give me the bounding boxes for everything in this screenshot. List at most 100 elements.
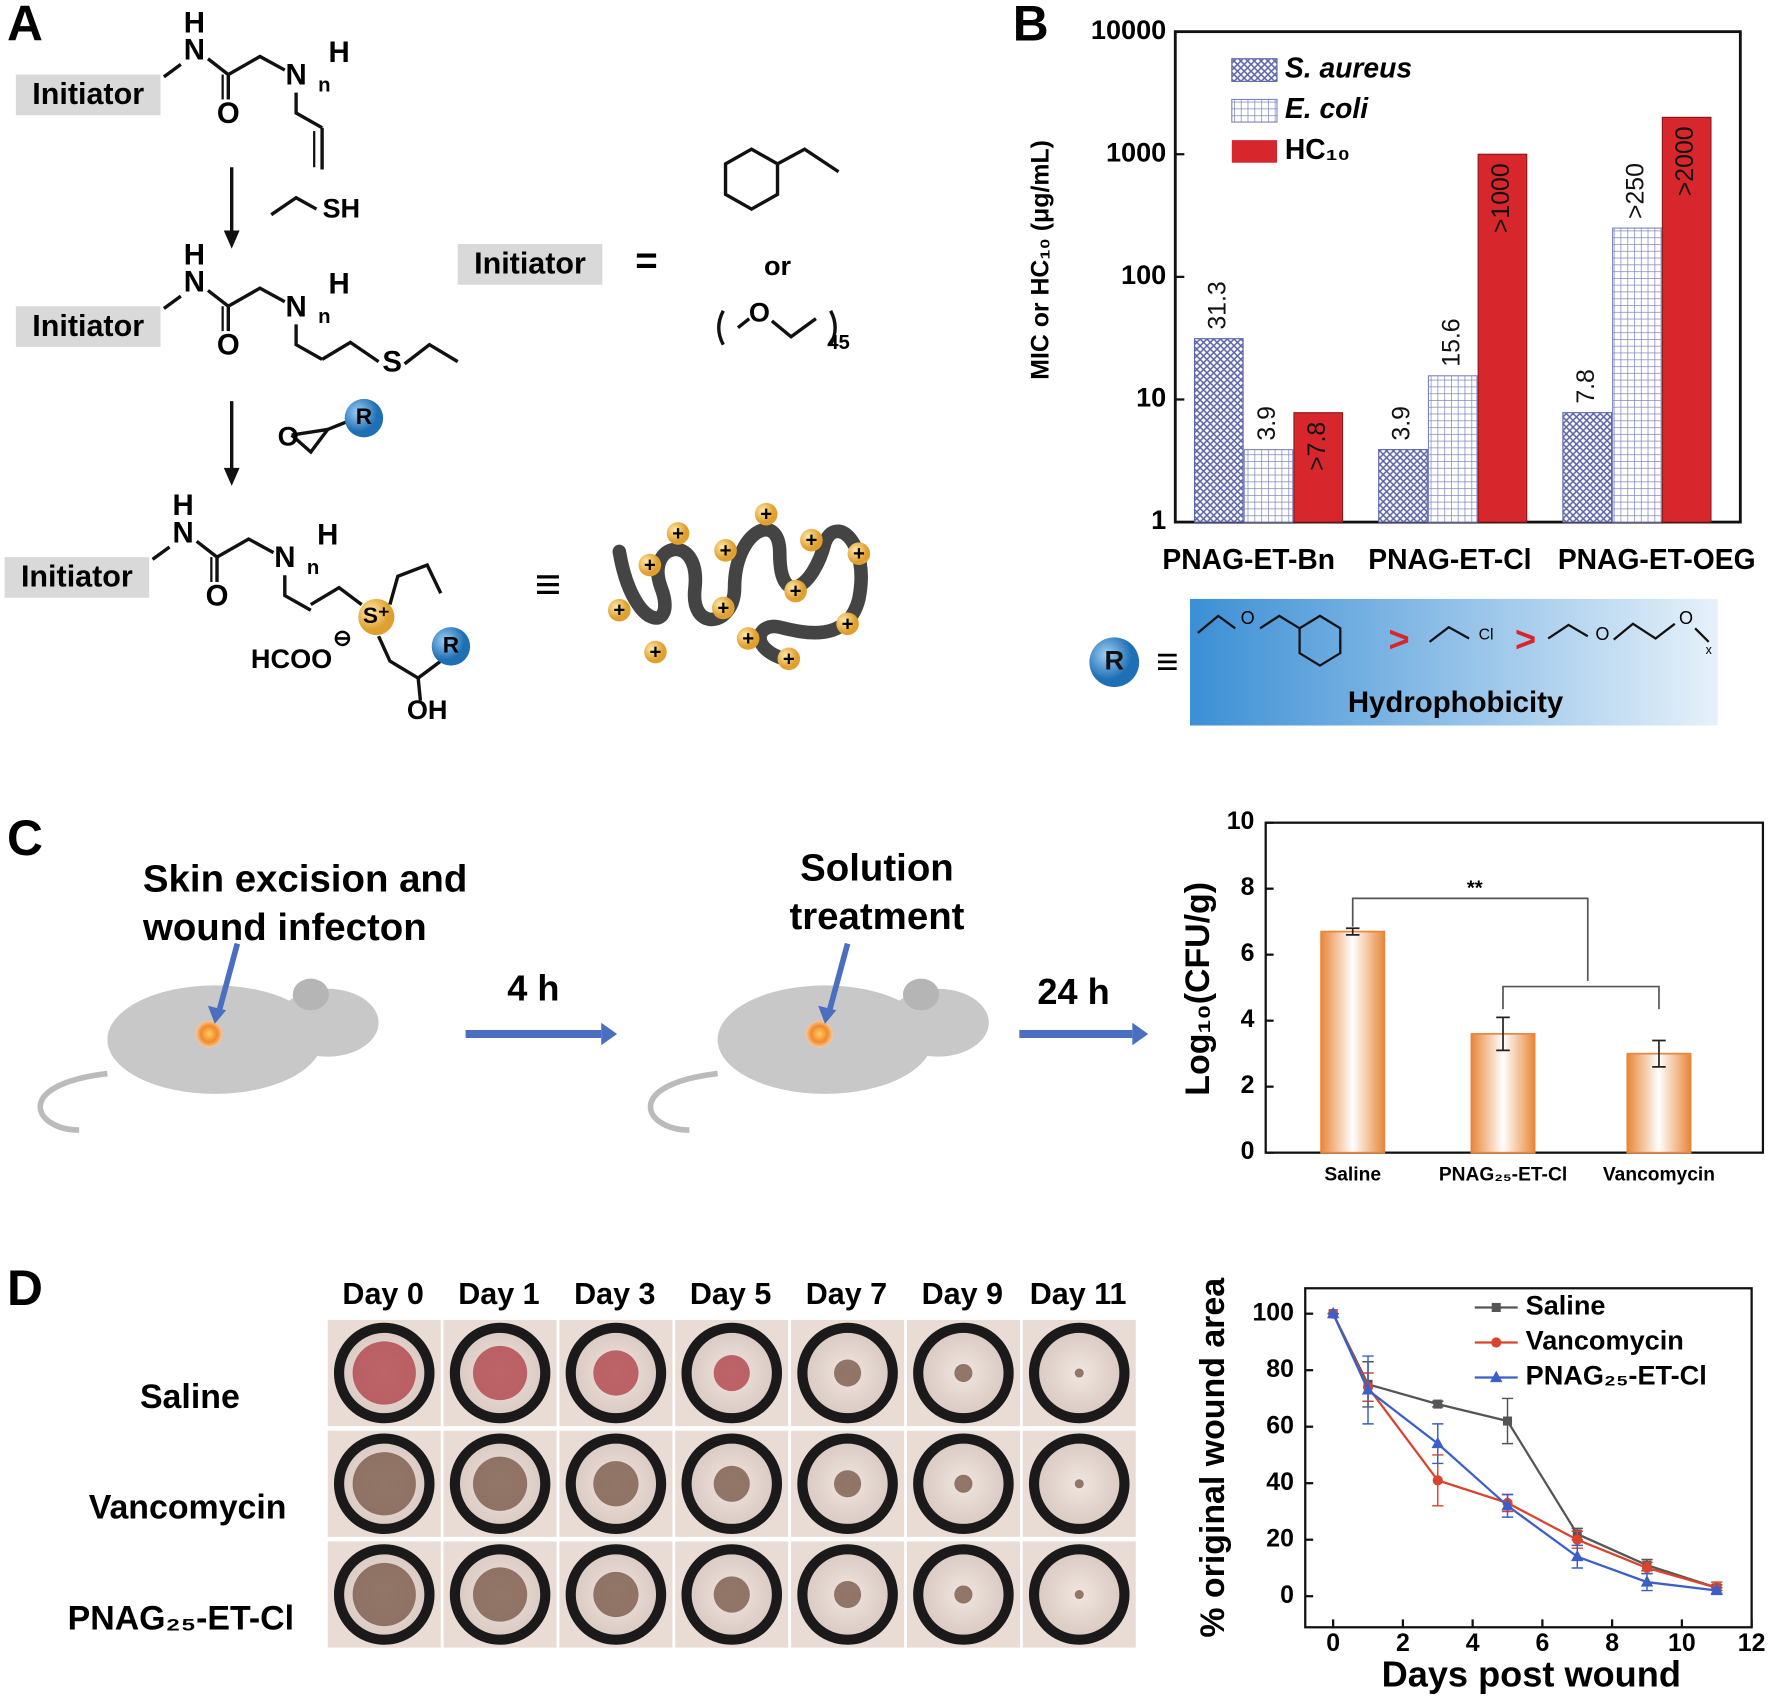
- photo-wound: [593, 1350, 639, 1396]
- bar: [1562, 412, 1613, 523]
- mouse-tail: [37, 1070, 108, 1133]
- label: 1: [1151, 504, 1166, 535]
- label: 6: [1535, 1629, 1549, 1657]
- r-group: [431, 627, 471, 666]
- label: Day 11: [1030, 1277, 1127, 1311]
- bar: [1243, 449, 1294, 523]
- marker: [1326, 1306, 1340, 1319]
- photo-wound: [1074, 1479, 1084, 1489]
- label: >: [1388, 618, 1409, 659]
- bond: [294, 324, 323, 361]
- initiator-box: [457, 244, 603, 285]
- label: 60: [1266, 1411, 1294, 1439]
- charge: [736, 627, 760, 650]
- marker: [1640, 1575, 1654, 1587]
- charge: [800, 528, 823, 552]
- marker: [1710, 1583, 1723, 1596]
- label: 24 h: [1037, 971, 1109, 1012]
- marker: [1431, 1436, 1444, 1449]
- initiator-box: [15, 306, 161, 347]
- label: Day 3: [574, 1277, 655, 1311]
- photo-ring: [449, 1544, 551, 1645]
- charge: [711, 596, 735, 620]
- bond: [377, 635, 442, 681]
- bracket: [717, 309, 837, 346]
- label: Saline: [1324, 1164, 1381, 1185]
- label: +: [613, 600, 625, 622]
- bond: [736, 317, 751, 330]
- photo-wound: [1074, 1368, 1084, 1378]
- label: A: [7, 0, 43, 51]
- legend-swatch: [1231, 98, 1278, 123]
- bond: [1197, 614, 1236, 634]
- initiator-box: [4, 557, 150, 598]
- label: wound infecton: [142, 906, 427, 949]
- r-group: [1089, 637, 1140, 688]
- marker: [1361, 1383, 1375, 1395]
- label: E. coli: [1285, 92, 1369, 124]
- bond: [1428, 625, 1470, 643]
- label: Initiator: [32, 77, 144, 111]
- label: O: [1679, 608, 1693, 628]
- label: Day 0: [342, 1277, 423, 1311]
- r-group: [344, 398, 384, 438]
- photo-wound: [593, 1571, 639, 1618]
- label: D: [7, 1260, 43, 1316]
- photo-ring: [913, 1322, 1014, 1424]
- legend-marker: [1490, 1370, 1503, 1383]
- bond: [388, 562, 443, 606]
- bar: [1378, 449, 1428, 523]
- label: =: [635, 239, 657, 282]
- charge: [847, 542, 871, 566]
- mouse-tail: [647, 1070, 718, 1133]
- label: 45: [827, 332, 850, 354]
- marker: [1501, 1499, 1514, 1511]
- bar: [1626, 1052, 1692, 1154]
- label: 100: [1252, 1298, 1293, 1326]
- label: R: [1104, 644, 1124, 675]
- label: n: [318, 306, 330, 328]
- photo-wound: [713, 1576, 750, 1613]
- photo-wound: [954, 1474, 973, 1493]
- label: Day 5: [690, 1277, 771, 1311]
- label: 100: [1121, 259, 1166, 290]
- bond: [195, 537, 275, 560]
- photo-ring: [1028, 1433, 1130, 1535]
- arrow: [825, 942, 851, 1016]
- label: O: [217, 97, 240, 130]
- photo-wound: [834, 1359, 862, 1387]
- label: 8: [1605, 1629, 1619, 1657]
- label: 10000: [1091, 14, 1166, 45]
- label: **: [1467, 878, 1483, 900]
- benzene: [1298, 614, 1342, 667]
- bond: [151, 545, 171, 561]
- gradient-box: [1189, 598, 1718, 726]
- label: C: [7, 810, 43, 866]
- bond: [403, 342, 459, 366]
- bond: [309, 585, 363, 607]
- label: 15.6: [1437, 318, 1465, 366]
- photo-wound: [472, 1567, 528, 1622]
- label: ≡: [1156, 641, 1178, 684]
- label: +: [790, 581, 802, 603]
- label: +: [644, 555, 656, 577]
- label: Initiator: [32, 309, 144, 343]
- label: +: [842, 613, 854, 635]
- photo-wound: [472, 1456, 528, 1511]
- label: OH: [407, 694, 448, 725]
- label: Day 7: [806, 1277, 887, 1311]
- label: Solution: [800, 846, 954, 889]
- label: 0: [1280, 1581, 1294, 1609]
- label: 2: [1396, 1629, 1410, 1657]
- label: H: [172, 489, 193, 522]
- label: N: [172, 516, 193, 549]
- label: 0: [1241, 1137, 1255, 1165]
- label: O: [749, 296, 770, 327]
- bond: [770, 317, 817, 339]
- legend-marker: [1491, 1337, 1502, 1348]
- photo-wound: [954, 1585, 973, 1604]
- charge: [638, 553, 662, 577]
- label: 8: [1241, 873, 1255, 901]
- arrow: [215, 942, 241, 1016]
